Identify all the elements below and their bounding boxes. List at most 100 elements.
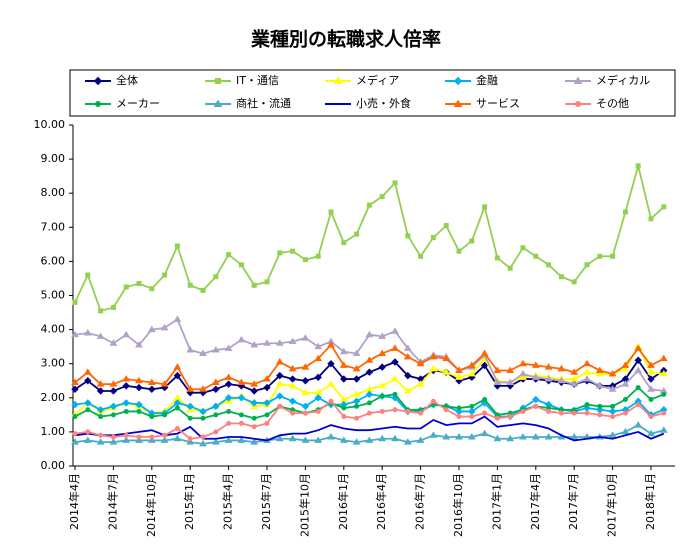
marker xyxy=(584,262,590,268)
marker xyxy=(135,340,143,348)
marker xyxy=(430,398,436,404)
marker xyxy=(302,410,308,416)
marker xyxy=(366,400,372,406)
marker xyxy=(314,436,323,443)
marker xyxy=(250,399,258,407)
marker xyxy=(122,399,130,407)
marker xyxy=(403,344,412,351)
marker xyxy=(333,76,343,84)
marker xyxy=(302,257,308,263)
marker xyxy=(263,339,271,346)
marker xyxy=(187,436,193,442)
marker xyxy=(634,356,642,364)
marker xyxy=(621,427,630,435)
marker xyxy=(135,436,143,443)
marker xyxy=(544,433,553,440)
marker xyxy=(96,380,105,387)
legend-label: メディカル xyxy=(596,73,650,87)
marker xyxy=(123,432,129,438)
marker xyxy=(95,101,101,107)
marker xyxy=(467,361,476,368)
marker xyxy=(96,406,105,414)
marker xyxy=(404,371,412,380)
marker xyxy=(392,407,398,413)
marker xyxy=(264,420,270,426)
marker xyxy=(378,434,387,442)
marker xyxy=(597,403,603,409)
marker xyxy=(647,429,655,437)
marker xyxy=(608,407,617,416)
marker xyxy=(571,410,577,416)
marker xyxy=(276,371,284,380)
marker xyxy=(379,393,385,399)
marker xyxy=(162,432,168,438)
marker xyxy=(288,337,297,345)
marker xyxy=(533,253,539,259)
legend-box xyxy=(69,69,676,117)
marker xyxy=(506,378,515,385)
marker xyxy=(122,436,131,443)
marker xyxy=(429,352,438,360)
marker xyxy=(469,403,475,409)
marker xyxy=(659,369,668,377)
marker xyxy=(453,76,463,86)
marker xyxy=(224,373,233,380)
marker xyxy=(148,385,156,393)
marker xyxy=(71,400,79,409)
marker xyxy=(648,216,654,222)
marker xyxy=(237,378,246,385)
marker xyxy=(173,371,182,380)
marker xyxy=(621,361,630,368)
marker xyxy=(301,402,310,411)
x-tick-label: 2017年10月 xyxy=(605,473,619,537)
marker xyxy=(659,354,668,362)
marker xyxy=(366,410,372,416)
marker xyxy=(558,274,564,280)
marker xyxy=(341,405,347,411)
marker xyxy=(288,375,297,383)
marker xyxy=(520,408,526,414)
marker xyxy=(200,287,206,293)
marker xyxy=(533,403,539,409)
marker xyxy=(339,347,348,355)
marker xyxy=(378,363,386,371)
marker xyxy=(314,354,323,362)
marker xyxy=(403,352,412,360)
marker xyxy=(251,415,257,421)
marker xyxy=(301,377,310,385)
legend-label: サービス xyxy=(476,97,520,110)
y-tick-label: 7.00 xyxy=(41,220,66,233)
marker xyxy=(365,368,374,376)
marker xyxy=(314,342,323,350)
marker xyxy=(83,368,92,375)
y-tick-label: 2.00 xyxy=(41,391,66,404)
marker xyxy=(455,433,463,440)
marker xyxy=(264,279,270,285)
marker xyxy=(352,390,361,397)
marker xyxy=(455,366,463,374)
marker xyxy=(493,434,502,442)
marker xyxy=(621,364,630,372)
marker xyxy=(327,359,335,368)
marker xyxy=(93,76,103,86)
marker xyxy=(288,364,297,372)
x-tick-label: 2014年10月 xyxy=(144,473,158,537)
y-tick-label: 4.00 xyxy=(41,323,66,336)
y-tick-label: 0.00 xyxy=(41,459,66,472)
marker xyxy=(187,415,193,421)
marker xyxy=(573,76,583,84)
marker xyxy=(352,375,361,383)
x-tick-label: 2015年10月 xyxy=(297,473,311,537)
marker xyxy=(583,359,591,367)
marker xyxy=(251,424,257,430)
marker xyxy=(213,99,223,107)
marker xyxy=(467,433,476,440)
marker xyxy=(634,344,643,351)
marker xyxy=(315,408,321,414)
marker xyxy=(211,378,220,385)
marker xyxy=(648,414,654,420)
marker xyxy=(608,369,617,377)
marker xyxy=(621,380,630,387)
marker xyxy=(635,402,641,408)
marker xyxy=(96,332,105,339)
